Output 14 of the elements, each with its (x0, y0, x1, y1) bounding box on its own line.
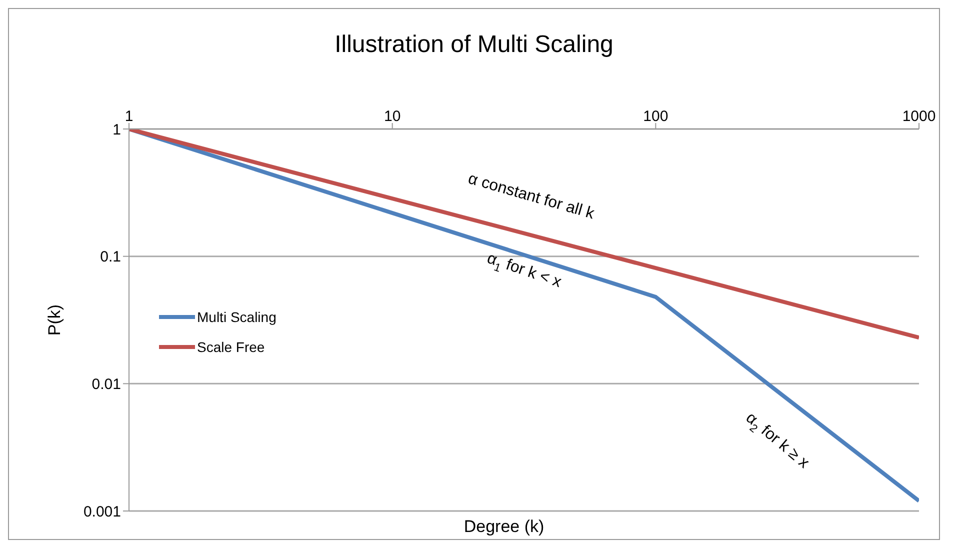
x-axis-title: Degree (k) (464, 517, 544, 536)
x-tick-label: 100 (643, 108, 668, 125)
annotation: α constant for all k (466, 170, 597, 224)
y-tick-label: 0.01 (92, 376, 121, 393)
legend-label: Multi Scaling (197, 309, 276, 325)
legend-label: Scale Free (197, 339, 265, 355)
x-tick-label: 1000 (902, 108, 936, 125)
chart-title: Illustration of Multi Scaling (334, 31, 614, 59)
y-axis-title: P(k) (45, 304, 64, 336)
y-tick-label: 1 (112, 121, 121, 138)
y-tick-label: 0.1 (100, 248, 121, 266)
x-tick-label: 1 (124, 108, 134, 125)
y-tick-label: 0.001 (83, 503, 121, 520)
x-tick-label: 10 (384, 108, 401, 125)
